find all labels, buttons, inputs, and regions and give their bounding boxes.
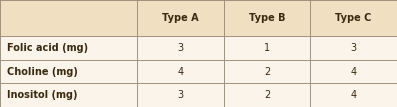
Bar — [224, 36, 310, 60]
Text: 4: 4 — [351, 67, 357, 77]
Bar — [137, 83, 224, 107]
Bar — [0, 83, 137, 107]
Bar — [137, 36, 224, 60]
Bar — [224, 0, 310, 36]
Text: 3: 3 — [177, 43, 183, 53]
Text: 3: 3 — [351, 43, 357, 53]
Text: Type C: Type C — [335, 13, 372, 23]
Bar — [310, 83, 397, 107]
Bar — [0, 60, 137, 83]
Text: 1: 1 — [264, 43, 270, 53]
Bar — [224, 60, 310, 83]
Text: 4: 4 — [177, 67, 183, 77]
Text: Type B: Type B — [249, 13, 285, 23]
Bar — [310, 0, 397, 36]
Text: 2: 2 — [264, 67, 270, 77]
Bar — [0, 36, 137, 60]
Text: Folic acid (mg): Folic acid (mg) — [7, 43, 88, 53]
Text: Type A: Type A — [162, 13, 199, 23]
Text: 4: 4 — [351, 90, 357, 100]
Text: 3: 3 — [177, 90, 183, 100]
Text: Choline (mg): Choline (mg) — [7, 67, 78, 77]
Bar — [137, 60, 224, 83]
Text: 2: 2 — [264, 90, 270, 100]
Bar — [224, 83, 310, 107]
Bar — [310, 36, 397, 60]
Text: Inositol (mg): Inositol (mg) — [7, 90, 78, 100]
Bar — [310, 60, 397, 83]
Bar — [0, 0, 137, 36]
Bar — [137, 0, 224, 36]
